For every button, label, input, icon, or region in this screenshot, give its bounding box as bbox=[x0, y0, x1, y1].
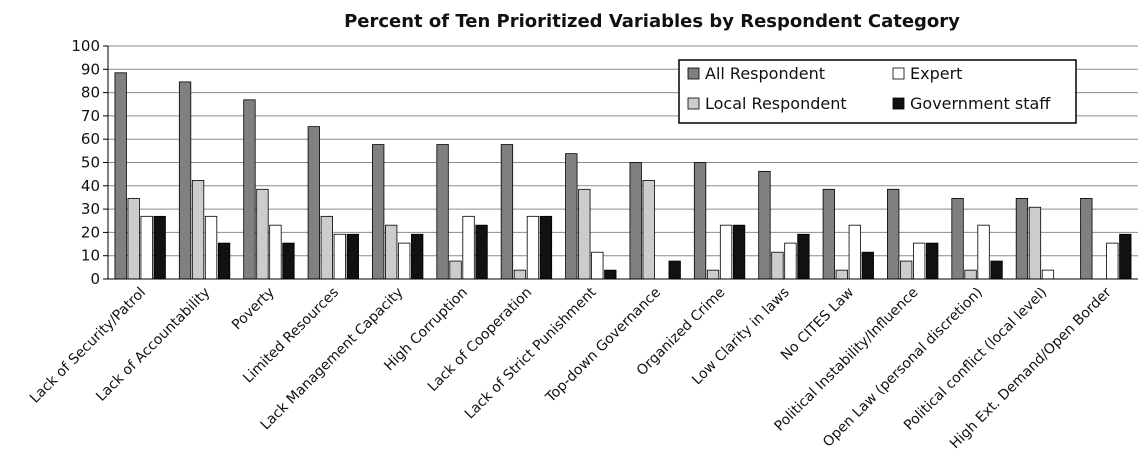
bar-government-staff bbox=[1119, 233, 1132, 280]
bar-expert bbox=[1041, 269, 1055, 280]
bar-all-respondent bbox=[114, 72, 127, 280]
bar-all-respondent bbox=[822, 188, 835, 280]
bar-local-respondent bbox=[449, 260, 462, 280]
bar-government-staff bbox=[732, 224, 746, 280]
bar-government-staff bbox=[153, 215, 166, 280]
x-tick-label: Lack of Strict Punishment bbox=[462, 284, 600, 422]
bar-local-respondent bbox=[191, 180, 205, 280]
x-tick-label: Lack of Accountability bbox=[93, 285, 213, 405]
legend-label: Government staff bbox=[910, 94, 1051, 113]
y-tick-label: 80 bbox=[81, 84, 100, 102]
bar-government-staff bbox=[797, 233, 810, 280]
bar-expert bbox=[848, 224, 861, 280]
legend-swatch bbox=[892, 67, 905, 80]
bar-local-respondent bbox=[900, 260, 913, 280]
x-tick-label: Lack of Cooperation bbox=[425, 285, 535, 395]
bar-all-respondent bbox=[629, 162, 642, 280]
bar-all-respondent bbox=[372, 144, 385, 280]
bar-expert bbox=[1106, 242, 1119, 280]
bar-all-respondent bbox=[436, 144, 449, 280]
y-tick-label: 100 bbox=[71, 37, 100, 55]
legend: All Respondent Expert Local Respondent Gove… bbox=[678, 59, 1077, 124]
bar-local-respondent bbox=[513, 269, 527, 280]
bar-local-respondent bbox=[578, 188, 591, 280]
bar-local-respondent bbox=[771, 251, 784, 280]
bar-local-respondent bbox=[1028, 206, 1042, 280]
x-tick-label: Top-down Governance bbox=[542, 285, 664, 407]
legend-swatch bbox=[892, 97, 905, 110]
bar-all-respondent bbox=[243, 99, 256, 280]
bar-local-respondent bbox=[127, 197, 140, 280]
bar-all-respondent bbox=[1080, 197, 1093, 280]
bar-government-staff bbox=[282, 242, 295, 280]
bar-all-respondent bbox=[758, 170, 771, 280]
bar-local-respondent bbox=[385, 224, 398, 280]
legend-swatch bbox=[687, 67, 700, 80]
bar-expert bbox=[140, 215, 153, 280]
bar-expert bbox=[977, 224, 990, 280]
bars bbox=[114, 72, 1132, 280]
y-tick-label: 30 bbox=[81, 200, 100, 218]
y-tick-label: 90 bbox=[81, 60, 100, 78]
bar-government-staff bbox=[926, 242, 939, 280]
bar-government-staff bbox=[668, 260, 681, 280]
bar-expert bbox=[784, 242, 797, 280]
y-tick-label: 50 bbox=[81, 154, 100, 172]
bar-local-respondent bbox=[706, 269, 720, 280]
bar-expert bbox=[398, 242, 411, 280]
bar-expert bbox=[204, 215, 218, 280]
bar-local-respondent bbox=[642, 180, 655, 280]
bar-local-respondent bbox=[964, 269, 977, 280]
bar-local-respondent bbox=[256, 188, 269, 280]
bar-expert bbox=[591, 251, 604, 280]
y-tick-label: 70 bbox=[81, 107, 100, 125]
bar-all-respondent bbox=[693, 162, 707, 280]
y-tick-label: 40 bbox=[81, 177, 100, 195]
bar-local-respondent bbox=[835, 269, 848, 280]
bar-expert bbox=[269, 224, 282, 280]
legend-box bbox=[678, 59, 1077, 124]
bar-local-respondent bbox=[320, 215, 333, 280]
bar-government-staff bbox=[411, 233, 424, 280]
bar-expert bbox=[913, 242, 926, 280]
legend-swatch bbox=[687, 97, 700, 110]
x-tick-label: Poverty bbox=[229, 285, 278, 334]
bar-expert bbox=[462, 215, 475, 280]
bar-government-staff bbox=[475, 224, 488, 280]
bar-government-staff bbox=[217, 242, 231, 280]
chart-title: Percent of Ten Prioritized Variables by … bbox=[344, 11, 960, 32]
bar-all-respondent bbox=[500, 144, 514, 280]
bar-expert bbox=[333, 233, 346, 280]
bar-government-staff bbox=[990, 260, 1003, 280]
legend-label: Expert bbox=[910, 64, 962, 83]
y-tick-label: 60 bbox=[81, 130, 100, 148]
legend-label: All Respondent bbox=[705, 64, 825, 83]
bar-all-respondent bbox=[178, 81, 192, 280]
y-axis: 0 10 20 30 40 50 60 70 80 90 100 bbox=[71, 37, 109, 288]
bar-all-respondent bbox=[565, 153, 578, 280]
bar-all-respondent bbox=[307, 126, 320, 280]
bar-government-staff bbox=[346, 233, 359, 280]
y-tick-label: 10 bbox=[81, 247, 100, 265]
bar-government-staff bbox=[861, 251, 874, 280]
bar-government-staff bbox=[604, 269, 617, 280]
bar-expert bbox=[526, 215, 540, 280]
bar-expert bbox=[719, 224, 733, 280]
bar-all-respondent bbox=[1015, 197, 1029, 280]
bar-all-respondent bbox=[887, 188, 900, 280]
x-tick-label: Lack of Security/Patrol bbox=[27, 285, 149, 407]
bar-government-staff bbox=[539, 215, 553, 280]
y-tick-label: 0 bbox=[90, 270, 100, 288]
bar-all-respondent bbox=[951, 197, 964, 280]
legend-label: Local Respondent bbox=[705, 94, 847, 113]
y-tick-label: 20 bbox=[81, 223, 100, 241]
